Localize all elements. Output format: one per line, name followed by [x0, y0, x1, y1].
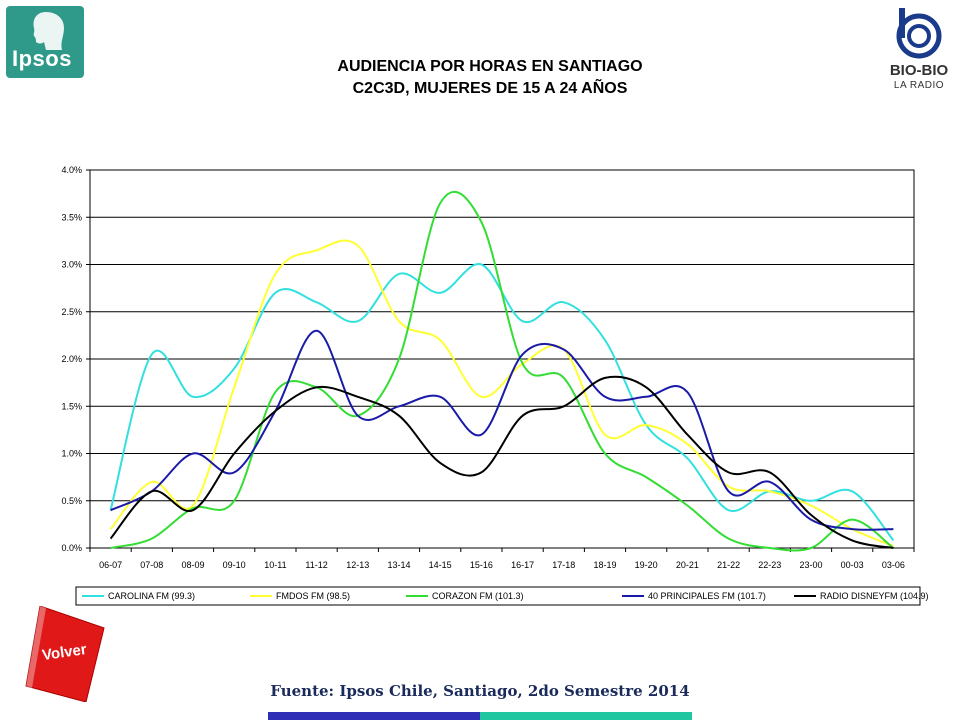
series-line-4 — [109, 375, 894, 549]
y-tick-label: 0.0% — [61, 543, 82, 553]
x-tick-label: 23-00 — [799, 560, 822, 570]
x-tick-label: 08-09 — [181, 560, 204, 570]
legend-entry: CORAZON FM (101.3) — [432, 591, 524, 601]
chart-svg: 0.0% 0.5% 1.0% 1.5% 2.0% 2.5% 3.0% 3.5% 4.0% 06-… — [61, 165, 929, 606]
x-tick-label: 19-20 — [635, 560, 658, 570]
legend-entry: RADIO DISNEYFM (104.9) — [820, 591, 929, 601]
x-tick-label: 09-10 — [223, 560, 246, 570]
series-line-0 — [109, 263, 895, 542]
y-tick-label: 3.0% — [61, 260, 82, 270]
x-tick-label: 20-21 — [676, 560, 699, 570]
volver-shape-icon — [25, 606, 105, 702]
volver-button[interactable]: Volver — [22, 606, 110, 702]
y-tick-label: 1.0% — [61, 449, 82, 459]
x-tick-label: 07-08 — [140, 560, 163, 570]
y-tick-label: 0.5% — [61, 496, 82, 506]
y-tick-label: 3.5% — [61, 212, 82, 222]
x-tick-label: 14-15 — [429, 560, 452, 570]
y-tick-label: 2.0% — [61, 354, 82, 364]
radio-wave-icon — [896, 8, 942, 59]
legend-box — [75, 586, 921, 606]
chart-title: AUDIENCIA POR HORAS EN SANTIAGO C2C3D, M… — [240, 56, 740, 100]
face-silhouette-icon — [33, 12, 64, 50]
footer-bar-teal — [480, 712, 692, 720]
x-tick-label: 10-11 — [264, 560, 286, 570]
x-tick-label: 16-17 — [511, 560, 534, 570]
x-tick-label: 11-12 — [305, 560, 327, 570]
biobio-logo-name: BIO-BIO — [889, 62, 949, 79]
chart-title-line1: AUDIENCIA POR HORAS EN SANTIAGO — [337, 58, 643, 75]
series-line-3 — [110, 329, 894, 531]
x-tick-label: 00-03 — [841, 560, 864, 570]
audience-line-chart: 0.0% 0.5% 1.0% 1.5% 2.0% 2.5% 3.0% 3.5% 4.0% 06-… — [0, 150, 960, 620]
x-tick-label: 22-23 — [758, 560, 781, 570]
ipsos-logo-text: Ipsos — [12, 46, 72, 71]
x-tick-label: 12-13 — [346, 560, 369, 570]
x-tick-label: 13-14 — [387, 560, 410, 570]
x-tick-label: 06-07 — [99, 560, 122, 570]
legend-entry: CAROLINA FM (99.3) — [108, 591, 195, 601]
y-tick-label: 4.0% — [61, 165, 82, 175]
series-line-2 — [110, 190, 895, 552]
x-tick-label: 21-22 — [717, 560, 740, 570]
x-tick-label: 15-16 — [470, 560, 493, 570]
x-tick-label: 03-06 — [882, 560, 905, 570]
source-note: Fuente: Ipsos Chile, Santiago, 2do Semes… — [270, 682, 690, 700]
chart-title-line2: C2C3D, MUJERES DE 15 A 24 AÑOS — [352, 80, 628, 97]
x-tick-label: 18-19 — [593, 560, 616, 570]
legend-entry: FMDOS FM (98.5) — [276, 591, 350, 601]
y-tick-label: 1.5% — [61, 401, 82, 411]
ipsos-logo: Ipsos — [6, 6, 84, 78]
biobio-logo-sub: LA RADIO — [893, 80, 945, 91]
series-line-1 — [109, 239, 894, 548]
x-tick-label: 17-18 — [552, 560, 575, 570]
biobio-logo: BIO-BIO LA RADIO — [885, 6, 953, 98]
y-tick-label: 2.5% — [61, 307, 82, 317]
footer-bar-blue — [268, 712, 480, 720]
legend-entry: 40 PRINCIPALES FM (101.7) — [648, 591, 766, 601]
